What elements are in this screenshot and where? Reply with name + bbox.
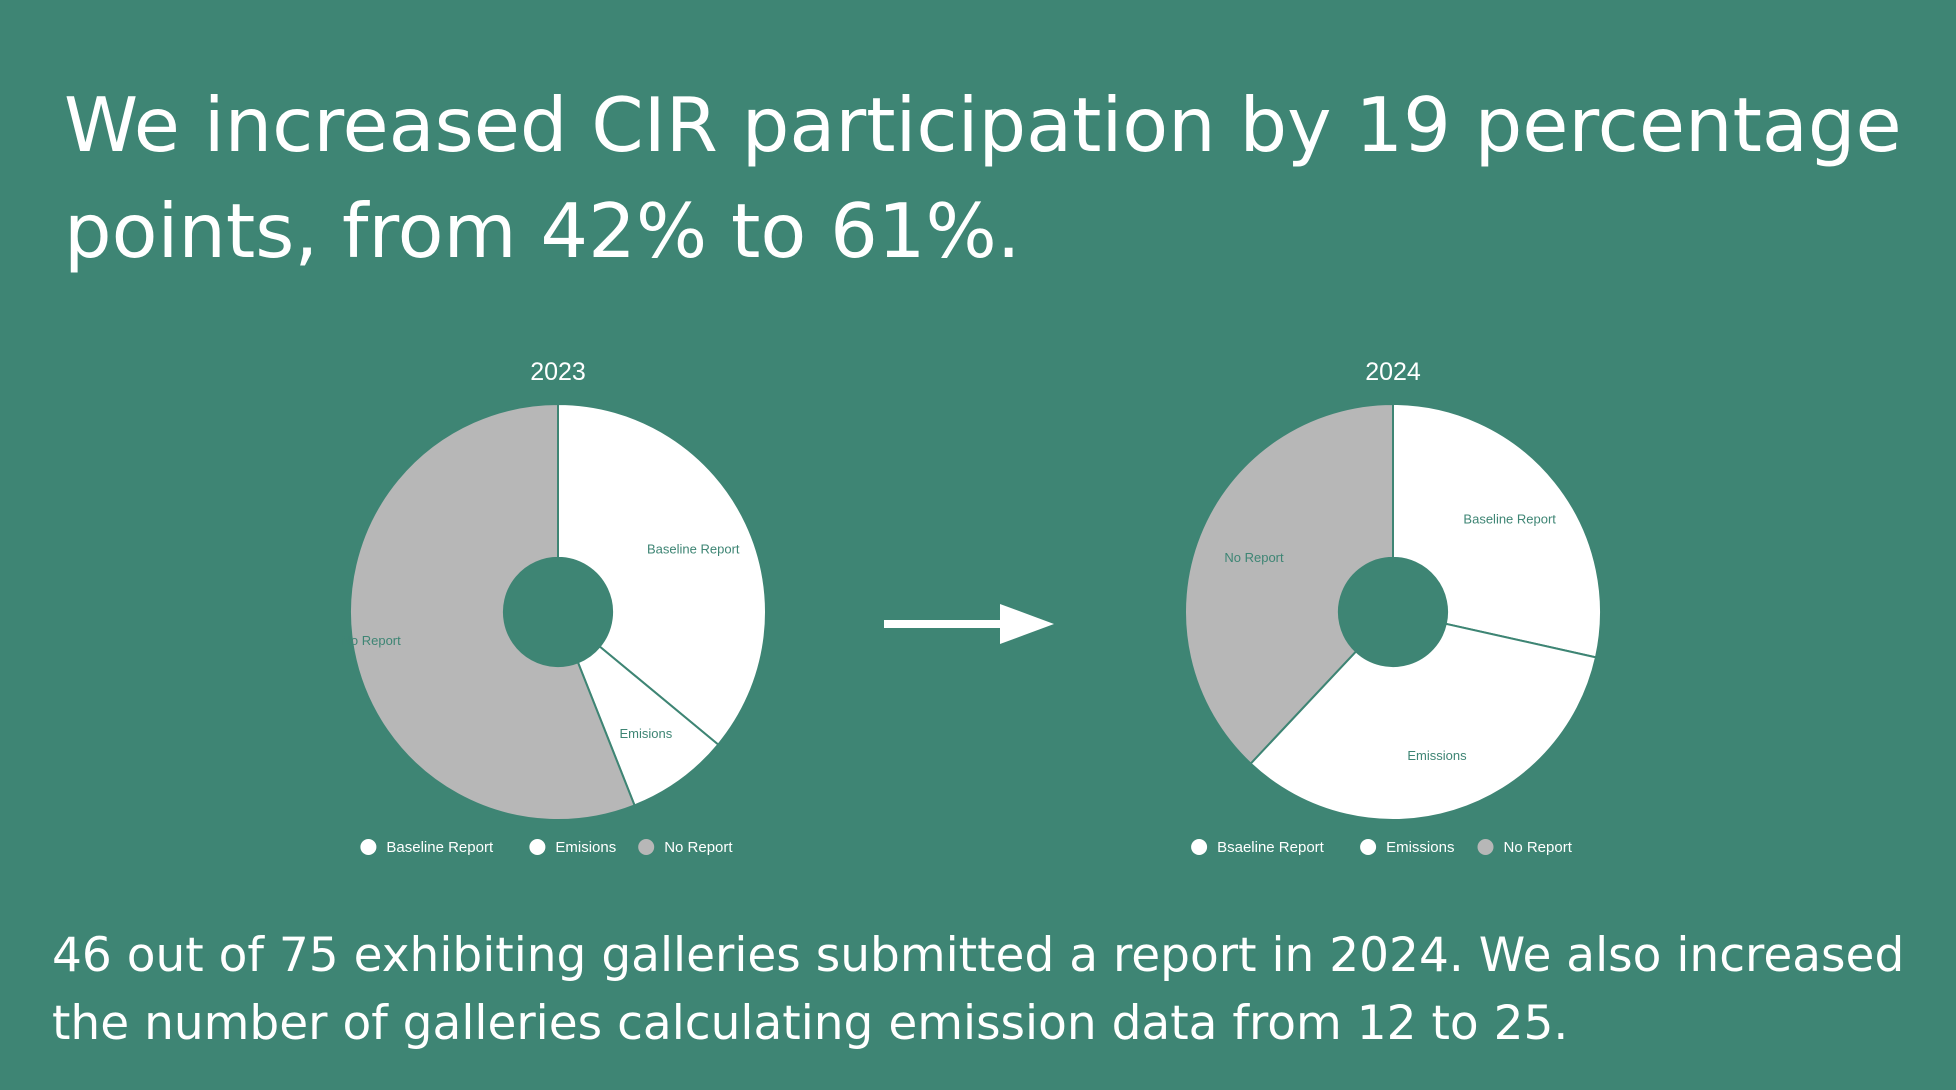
pie-chart-2024: 2024 Baseline Report Emissions No Report Bsa…	[1135, 350, 1655, 870]
legend-marker	[1477, 839, 1494, 855]
chart-title: 2024	[1365, 358, 1421, 386]
legend-label: Emisions	[555, 839, 616, 856]
pie-chart-2023: 2023 Baseline Report Emisions No Report Base…	[300, 350, 820, 870]
legend-label: Bsaeline Report	[1217, 839, 1325, 856]
slice-label: Baseline Report	[1463, 512, 1556, 527]
pie-slice-no-report	[1184, 402, 1394, 766]
slice-label: Emisions	[620, 726, 673, 741]
footer-text: 46 out of 75 exhibiting galleries submit…	[52, 928, 1905, 1051]
legend-marker	[360, 839, 377, 855]
legend-label: Baseline Report	[386, 839, 494, 856]
legend-label: No Report	[664, 839, 733, 856]
legend-marker	[529, 839, 546, 855]
right-arrow-icon	[884, 604, 1054, 644]
slice-label: No Report	[342, 633, 402, 648]
legend-label: No Report	[1504, 839, 1573, 856]
slice-label: Emissions	[1407, 748, 1467, 763]
chart-title: 2023	[530, 358, 586, 386]
slice-label: Baseline Report	[647, 541, 740, 556]
chart-legend: Bsaeline Report Emissions No Report	[1191, 839, 1573, 856]
chart-legend: Baseline Report Emisions No Report	[360, 839, 733, 856]
legend-label: Emissions	[1386, 839, 1454, 856]
pie-slice-baseline-report	[557, 402, 767, 746]
pie-slice-no-report	[349, 402, 636, 821]
slice-label: No Report	[1224, 550, 1284, 565]
legend-marker	[638, 839, 655, 855]
pie-slice-baseline-report	[1392, 402, 1602, 659]
headline: We increased CIR participation by 19 per…	[64, 81, 1902, 275]
legend-marker	[1360, 839, 1377, 855]
legend-marker	[1191, 839, 1208, 855]
